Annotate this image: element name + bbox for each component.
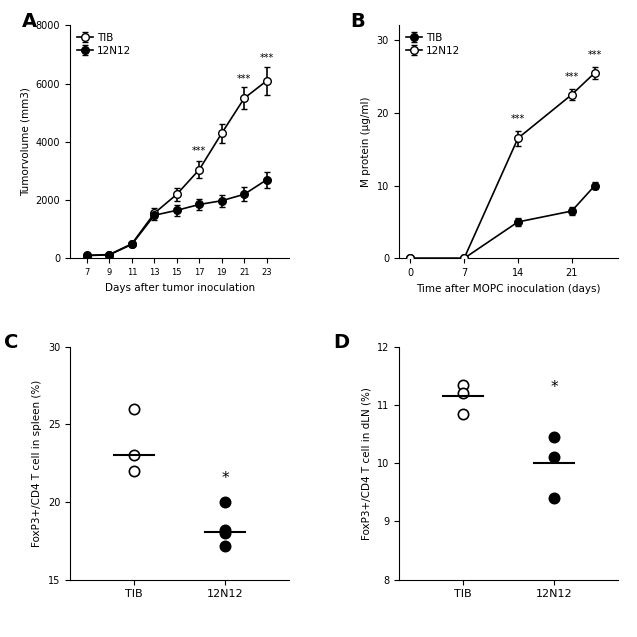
Legend: TIB, 12N12: TIB, 12N12: [404, 31, 462, 58]
Y-axis label: M protein (μg/ml): M protein (μg/ml): [361, 97, 371, 187]
Point: [457, 380, 468, 390]
Text: *: *: [550, 380, 558, 395]
Text: ***: ***: [588, 50, 602, 61]
Y-axis label: FoxP3+/CD4 T cell in spleen (%): FoxP3+/CD4 T cell in spleen (%): [32, 380, 42, 547]
Point: [129, 450, 139, 461]
Text: ***: ***: [237, 74, 252, 83]
Y-axis label: Tumorvolume (mm3): Tumorvolume (mm3): [20, 87, 30, 196]
Text: ***: ***: [564, 71, 579, 82]
Point: [220, 540, 231, 550]
Point: [220, 525, 231, 535]
Text: *: *: [222, 471, 229, 486]
Text: ***: ***: [511, 114, 525, 124]
Point: [457, 409, 468, 419]
Point: [220, 528, 231, 538]
X-axis label: Days after tumor inoculation: Days after tumor inoculation: [104, 283, 255, 292]
Legend: TIB, 12N12: TIB, 12N12: [75, 31, 134, 58]
Text: ***: ***: [192, 147, 206, 157]
Text: B: B: [350, 11, 365, 31]
X-axis label: Time after MOPC inoculation (days): Time after MOPC inoculation (days): [416, 283, 601, 294]
Point: [220, 497, 231, 507]
Text: ***: ***: [260, 54, 274, 63]
Text: A: A: [22, 11, 37, 31]
Y-axis label: FoxP3+/CD4 T cell in dLN (%): FoxP3+/CD4 T cell in dLN (%): [361, 387, 371, 540]
Point: [129, 404, 139, 414]
Point: [129, 466, 139, 476]
Point: [549, 452, 559, 462]
Text: D: D: [333, 333, 349, 352]
Point: [457, 389, 468, 399]
Point: [549, 432, 559, 442]
Point: [549, 493, 559, 503]
Text: C: C: [4, 333, 18, 352]
